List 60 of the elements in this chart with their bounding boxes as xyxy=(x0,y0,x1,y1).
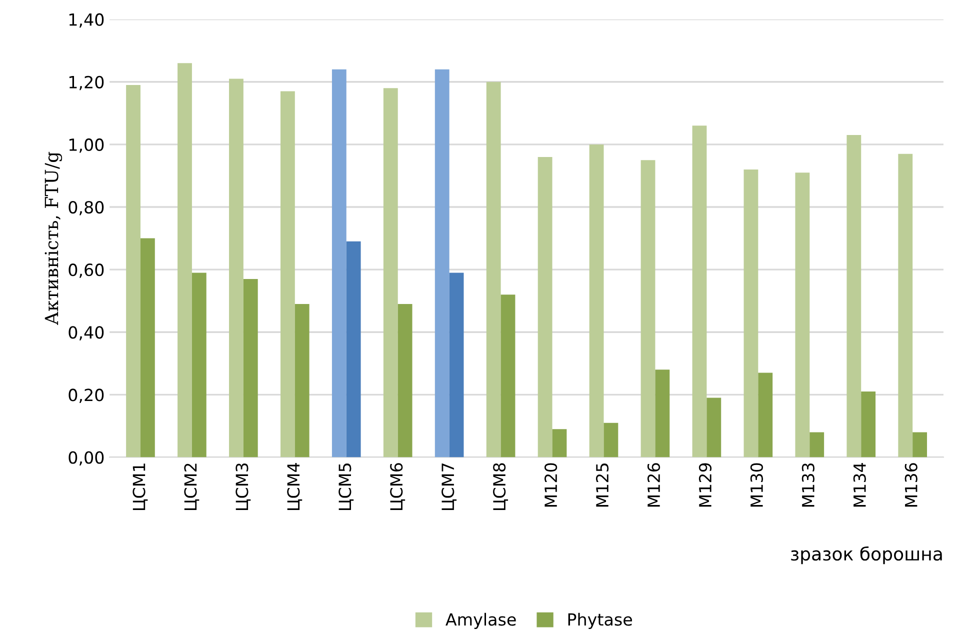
bar xyxy=(589,144,604,458)
y-tick-label: 0,00 xyxy=(68,451,104,466)
bar xyxy=(178,63,192,458)
y-tick-label: 0,40 xyxy=(68,326,104,340)
y-axis-title: Активність, FTU/g xyxy=(44,152,62,325)
bar xyxy=(229,78,244,458)
bar xyxy=(434,69,450,458)
x-tick-label: М126 xyxy=(647,463,660,507)
bar xyxy=(449,272,464,458)
bar xyxy=(604,422,618,458)
bar xyxy=(126,85,140,458)
x-tick-label: М130 xyxy=(750,463,763,507)
bar xyxy=(486,82,501,458)
bar xyxy=(640,160,656,458)
x-tick-label: М136 xyxy=(904,463,918,507)
bar xyxy=(398,304,412,458)
x-tick-label: ЦСМ7 xyxy=(442,464,457,510)
x-axis-title: зразок борошна xyxy=(791,546,942,564)
bar xyxy=(846,135,862,458)
x-tick-label: М120 xyxy=(544,463,558,507)
y-tick-label: 0,80 xyxy=(68,200,104,216)
bar xyxy=(140,238,155,458)
bar xyxy=(552,429,567,458)
x-tick-label: ЦСМ6 xyxy=(390,463,406,510)
bar xyxy=(898,154,913,458)
bar xyxy=(332,69,346,458)
bar xyxy=(346,241,361,458)
x-tick-label: М133 xyxy=(802,463,814,507)
bar xyxy=(758,372,773,458)
bar xyxy=(912,432,927,458)
x-tick-label: М129 xyxy=(698,463,712,507)
x-tick-label: М125 xyxy=(596,464,609,507)
bar xyxy=(243,278,258,458)
legend-label: Phytase xyxy=(568,612,632,629)
bar xyxy=(706,398,722,458)
y-tick-label: 0,20 xyxy=(68,388,104,403)
bar xyxy=(294,304,310,458)
y-tick-label: 0,60 xyxy=(68,264,104,278)
bar xyxy=(795,172,810,458)
x-tick-label: ЦСМ2 xyxy=(184,464,200,510)
bar xyxy=(383,88,398,458)
bar xyxy=(810,432,824,458)
x-tick-label: ЦСМ3 xyxy=(236,463,251,510)
y-tick-label: 1,00 xyxy=(69,138,104,153)
legend-label: Amylase xyxy=(446,612,516,629)
bar xyxy=(192,272,206,458)
bar xyxy=(280,91,295,458)
bar xyxy=(538,156,552,458)
x-tick-label: ЦСМ5 xyxy=(338,464,354,510)
bar xyxy=(861,392,876,458)
bar xyxy=(500,294,516,458)
x-tick-label: ЦСМ4 xyxy=(287,463,302,510)
x-tick-label: ЦСМ8 xyxy=(493,463,508,510)
bar xyxy=(744,169,758,458)
y-tick-label: 1,20 xyxy=(69,76,104,90)
bar xyxy=(655,370,670,458)
x-tick-label: ЦСМ1 xyxy=(132,464,148,510)
y-tick-label: 1,40 xyxy=(69,13,104,28)
x-tick-label: М134 xyxy=(853,463,866,507)
bar xyxy=(692,126,707,458)
